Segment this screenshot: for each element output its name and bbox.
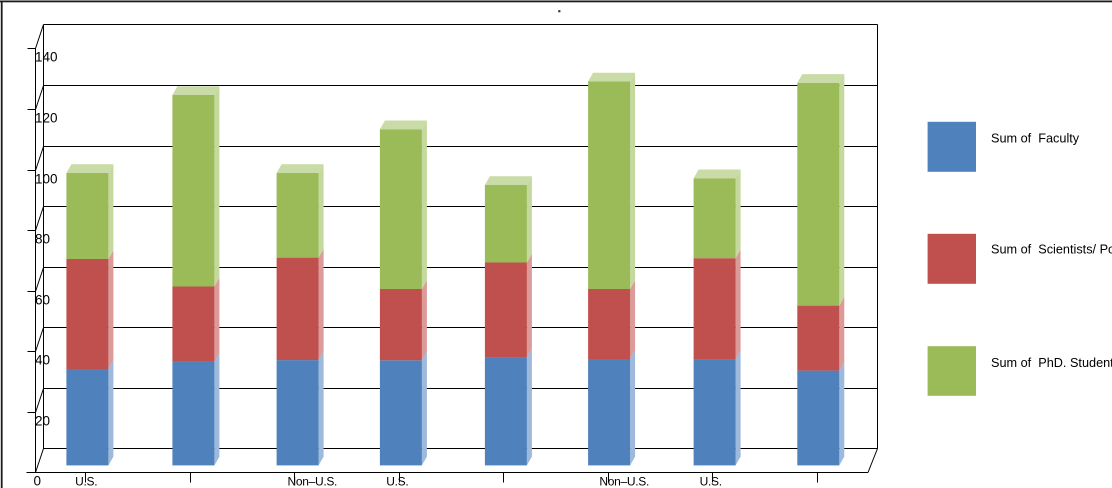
svg-text:Sum of PhD. Students: Sum of PhD. Students [991, 356, 1112, 370]
svg-text:Non–U.S.: Non–U.S. [287, 474, 337, 488]
svg-text:80: 80 [35, 232, 50, 247]
svg-text:120: 120 [35, 111, 58, 126]
svg-text:U.S.: U.S. [386, 474, 408, 488]
svg-text:Sum of Scientists/ Postdocs: Sum of Scientists/ Postdocs [991, 243, 1112, 257]
svg-text:20: 20 [35, 414, 50, 429]
svg-text:60: 60 [35, 293, 50, 308]
svg-text:Non–U.S.: Non–U.S. [599, 474, 649, 488]
svg-text:Sum of Faculty: Sum of Faculty [991, 131, 1080, 145]
svg-text:100: 100 [35, 172, 58, 187]
svg-text:U.S.: U.S. [75, 474, 97, 488]
svg-text:40: 40 [35, 353, 50, 368]
svg-text:U.S.: U.S. [700, 474, 722, 488]
svg-text:140: 140 [35, 50, 58, 65]
svg-text:0: 0 [34, 473, 42, 488]
